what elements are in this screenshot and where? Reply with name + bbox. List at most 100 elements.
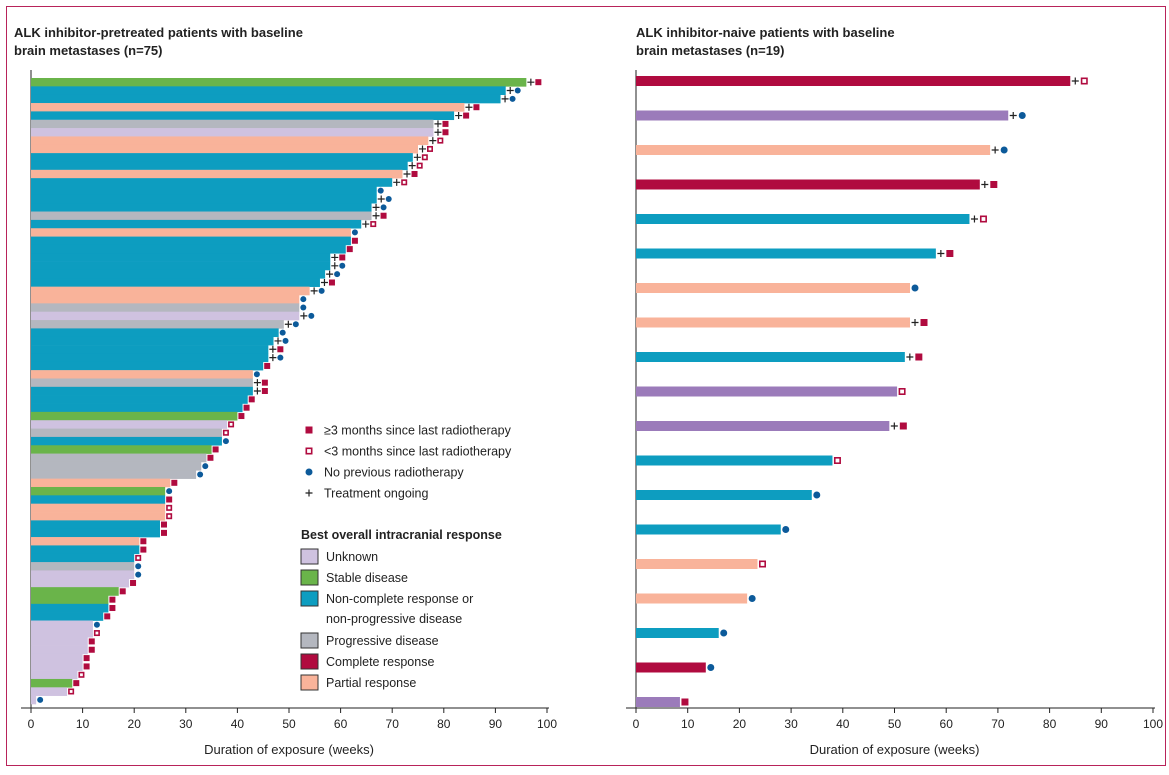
bar	[31, 311, 300, 321]
radiotherapy-marker	[473, 104, 480, 111]
bar	[31, 253, 331, 262]
x-tick-label: 20	[733, 717, 747, 731]
legend-title: Best overall intracranial response	[301, 528, 502, 542]
x-tick-label: 20	[128, 717, 142, 731]
bar	[31, 562, 135, 571]
radiotherapy-marker	[899, 422, 907, 430]
radiotherapy-marker	[140, 538, 147, 545]
treatment-ongoing-marker	[981, 181, 989, 188]
radiotherapy-marker	[911, 284, 919, 292]
bar	[31, 295, 300, 304]
radiotherapy-marker	[1018, 112, 1026, 119]
bar	[31, 461, 202, 471]
radiotherapy-marker	[248, 396, 255, 403]
radiotherapy-marker	[243, 404, 250, 411]
radiotherapy-marker	[351, 229, 358, 236]
radiotherapy-marker	[380, 212, 387, 219]
radiotherapy-marker	[535, 79, 542, 86]
treatment-ongoing-marker	[253, 387, 261, 395]
radiotherapy-marker	[109, 596, 116, 603]
treatment-ongoing-marker	[372, 203, 380, 211]
radiotherapy-marker	[833, 456, 841, 464]
treatment-ongoing-marker	[906, 353, 914, 361]
radiotherapy-marker	[161, 529, 167, 536]
bar	[636, 386, 898, 397]
treatment-ongoing-marker	[274, 337, 282, 345]
bar	[31, 445, 212, 454]
bar	[636, 662, 706, 673]
bar	[31, 86, 506, 95]
bar	[31, 386, 253, 396]
treatment-ongoing-marker	[408, 162, 416, 170]
legend-label: non-progressive disease	[326, 612, 462, 626]
bar	[31, 645, 88, 655]
bar	[636, 490, 812, 500]
bar	[636, 317, 911, 328]
bar	[636, 76, 1071, 86]
radiotherapy-marker	[813, 491, 821, 499]
radiotherapy-marker	[437, 137, 444, 144]
bar	[636, 283, 911, 293]
x-tick-label: 100	[537, 717, 557, 731]
radiotherapy-marker	[83, 655, 90, 662]
bar	[636, 559, 758, 569]
legend-label: Treatment ongoing	[324, 487, 429, 501]
bar	[31, 286, 310, 296]
radiotherapy-marker	[334, 271, 341, 278]
bar	[31, 695, 37, 705]
legend-swatch	[300, 569, 319, 586]
treatment-ongoing-marker	[465, 103, 473, 111]
radiotherapy-marker	[416, 162, 423, 169]
legend-label: Complete response	[326, 655, 434, 669]
legend-marker-icon	[305, 468, 313, 476]
radiotherapy-marker	[104, 613, 111, 620]
bar	[31, 178, 393, 187]
bar	[31, 370, 253, 379]
radiotherapy-marker	[228, 421, 235, 428]
legend-label: Stable disease	[326, 571, 408, 585]
bar	[636, 421, 890, 431]
radiotherapy-marker	[426, 145, 433, 152]
legend-swatch	[300, 674, 319, 691]
treatment-ongoing-marker	[393, 178, 401, 186]
x-tick-label: 50	[282, 717, 296, 731]
radiotherapy-marker	[292, 321, 299, 328]
x-tick-label: 80	[1043, 717, 1057, 731]
bar	[31, 486, 166, 496]
legend-swatch	[300, 548, 319, 565]
radiotherapy-marker	[253, 371, 260, 378]
legend-marker-icon	[305, 426, 313, 434]
treatment-ongoing-marker	[362, 220, 370, 228]
radiotherapy-marker	[915, 353, 923, 361]
radiotherapy-marker	[93, 630, 100, 637]
treatment-ongoing-marker	[310, 287, 318, 295]
treatment-ongoing-marker	[269, 354, 277, 362]
treatment-ongoing-marker	[284, 320, 292, 328]
radiotherapy-marker	[442, 120, 449, 127]
bar	[636, 524, 781, 535]
bar	[636, 697, 680, 707]
treatment-ongoing-marker	[300, 312, 308, 320]
chart-title-line: brain metastases (n=19)	[636, 43, 784, 58]
bar	[636, 179, 980, 190]
bar	[31, 403, 243, 413]
radiotherapy-marker	[308, 312, 315, 319]
x-tick-label: 0	[633, 717, 640, 731]
bar	[31, 361, 264, 371]
treatment-ongoing-marker	[1071, 77, 1079, 85]
chart-title-line: ALK inhibitor-naive patients with baseli…	[636, 25, 895, 40]
treatment-ongoing-marker	[331, 262, 339, 270]
radiotherapy-marker	[222, 438, 229, 445]
legend-label: ≥3 months since last radiotherapy	[324, 424, 512, 438]
treatment-ongoing-marker	[326, 270, 334, 278]
bar	[31, 203, 372, 212]
radiotherapy-marker	[135, 563, 142, 570]
radiotherapy-marker	[207, 454, 214, 461]
radiotherapy-marker	[514, 87, 521, 94]
radiotherapy-marker	[758, 560, 766, 568]
radiotherapy-marker	[707, 664, 715, 671]
radiotherapy-marker	[421, 154, 428, 161]
treatment-ongoing-marker	[434, 120, 442, 128]
radiotherapy-marker	[166, 504, 173, 511]
